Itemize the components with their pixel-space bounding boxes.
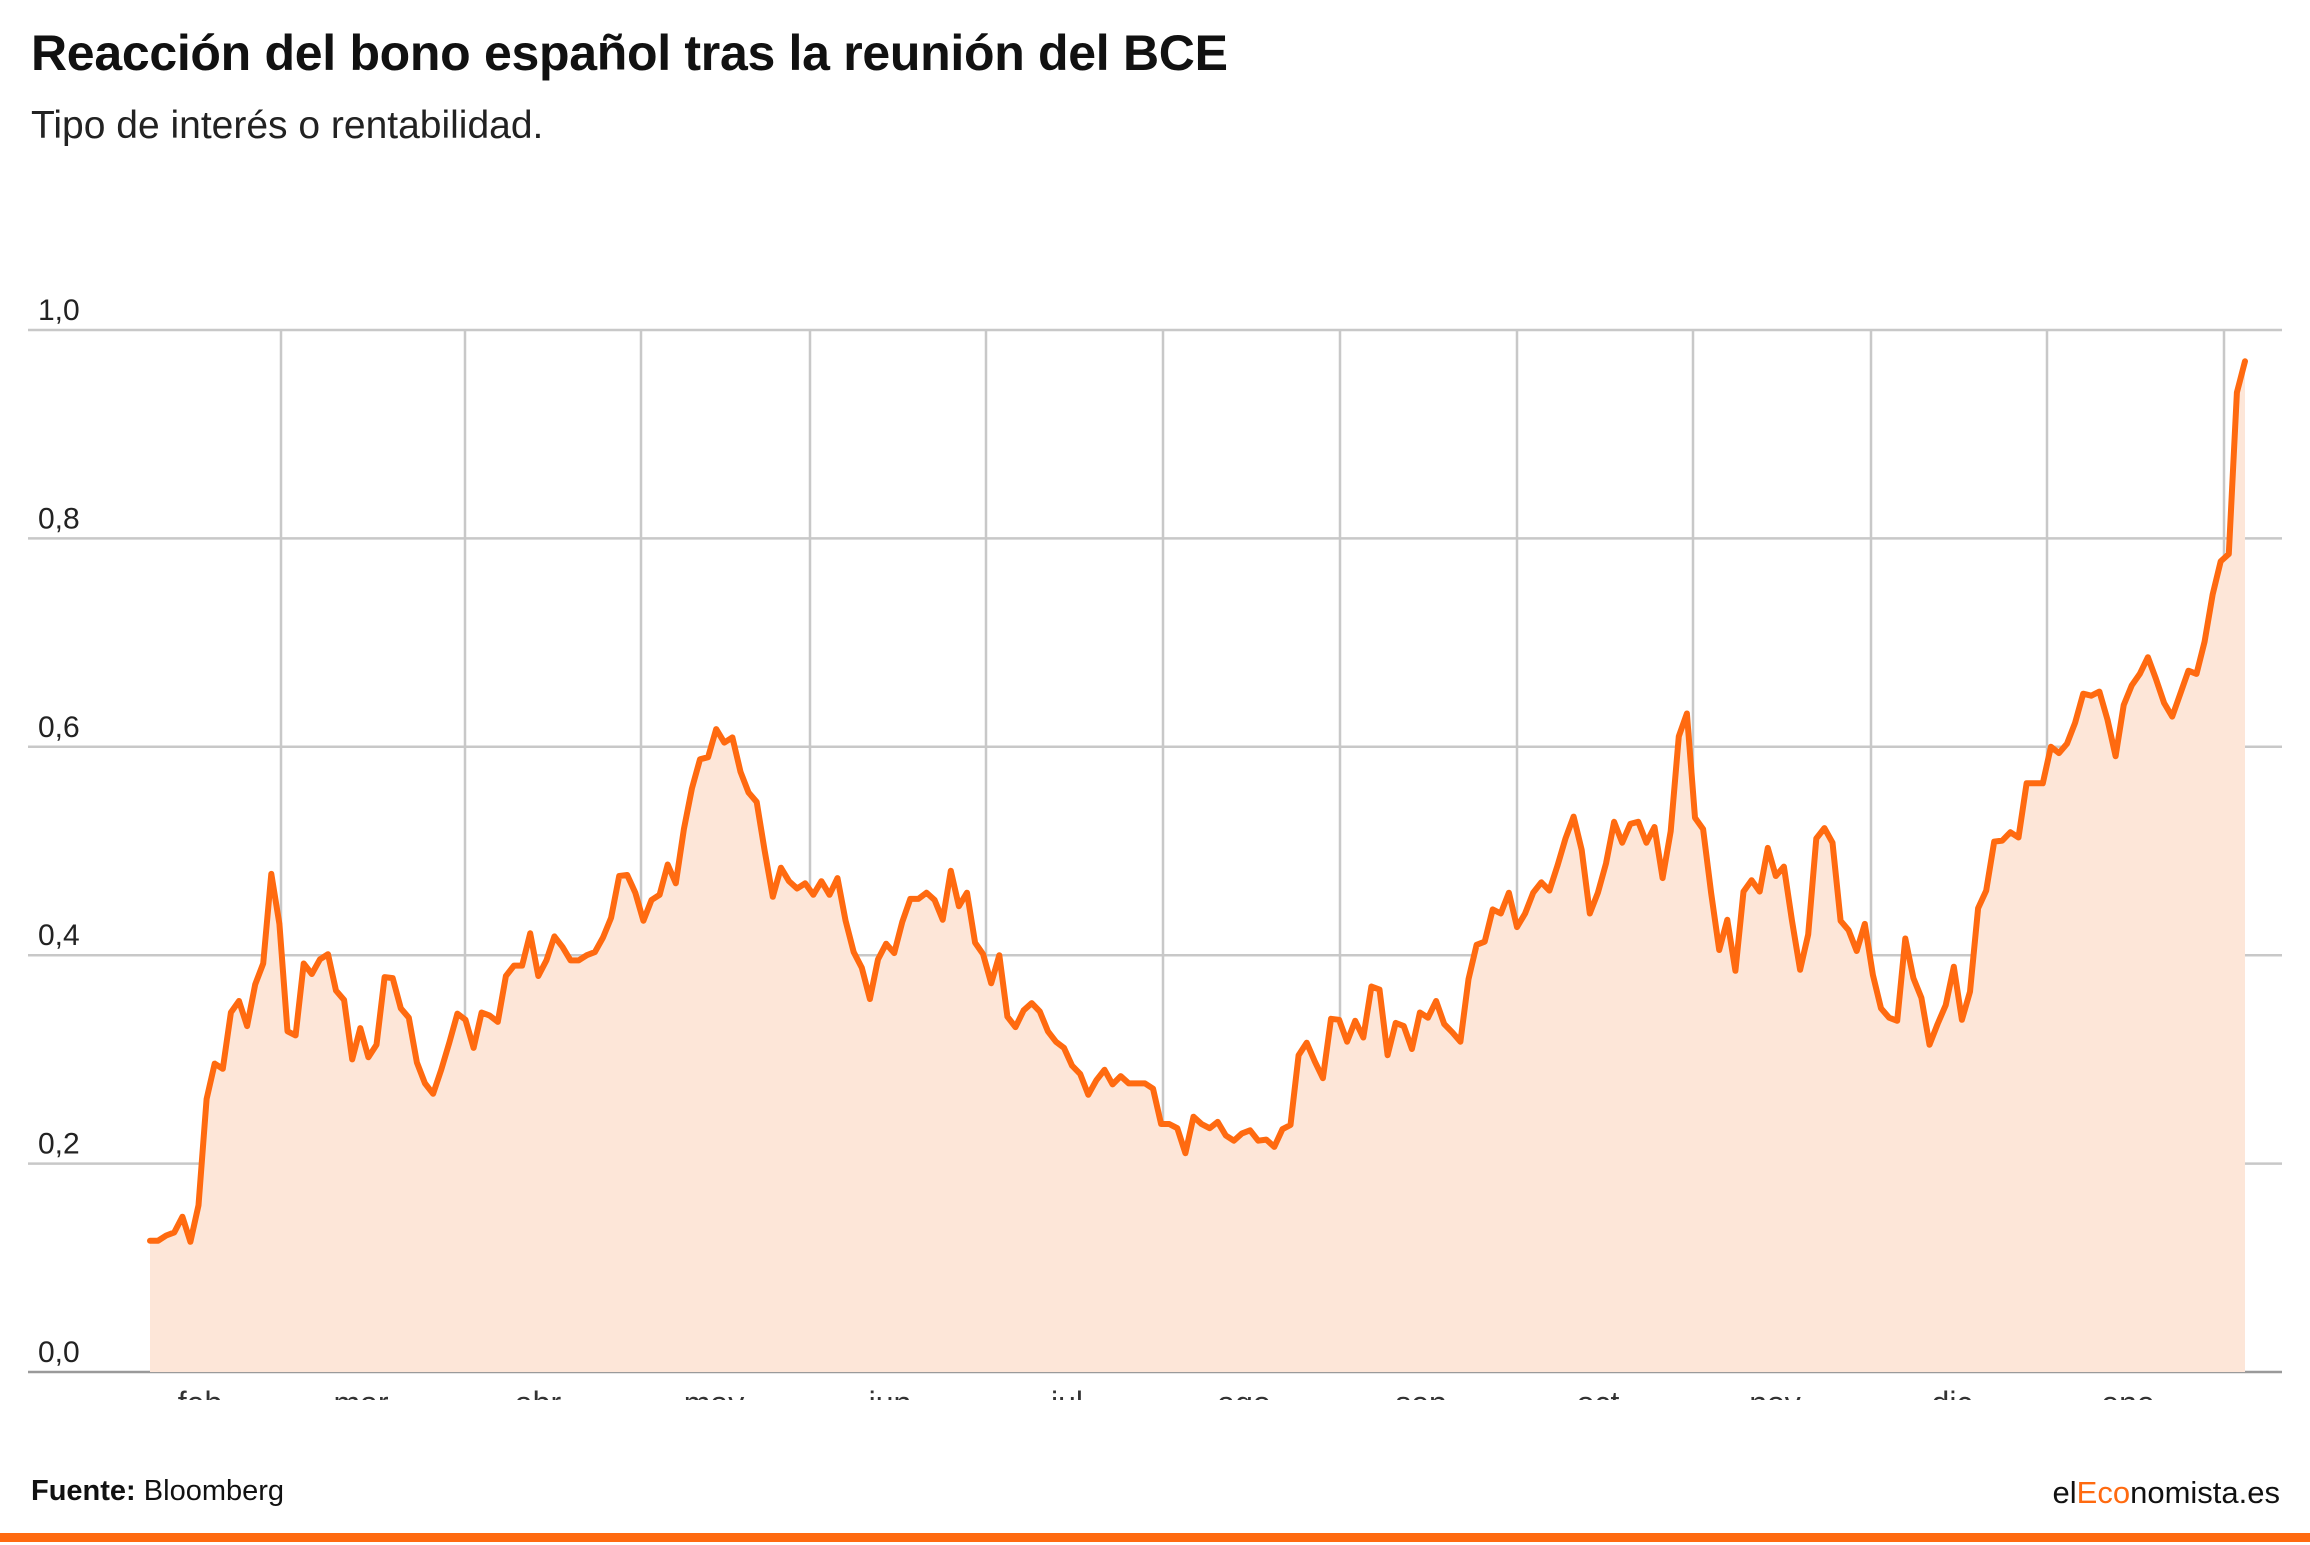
y-tick-label: 0,6 <box>38 711 80 744</box>
source-label: Fuente: <box>31 1475 136 1507</box>
x-tick-label: ago <box>1217 1385 1270 1400</box>
y-tick-label: 0,2 <box>38 1128 80 1161</box>
y-tick-label: 0,4 <box>38 919 80 952</box>
x-tick-label: dic <box>1932 1385 1973 1400</box>
bottom-accent-bar <box>0 1533 2310 1542</box>
y-tick-label: 1,0 <box>38 294 80 327</box>
y-tick-label: 0,0 <box>38 1336 80 1369</box>
x-axis-labels: feb mar abr may jun jul ago sep oct nov dic ene <box>178 1385 2155 1400</box>
brand-accent: Eco <box>2076 1475 2131 1510</box>
source-value: Bloomberg <box>143 1475 285 1507</box>
x-tick-label: abr <box>515 1385 562 1400</box>
chart-title: Reacción del bono español tras la reunió… <box>31 25 1228 81</box>
x-tick-label: mar <box>333 1385 388 1400</box>
x-tick-label: jun <box>868 1385 912 1400</box>
x-tick-label: ene <box>2101 1385 2154 1400</box>
y-axis-labels: 0,0 0,2 0,4 0,6 0,8 1,0 <box>38 294 80 1369</box>
x-tick-label: sep <box>1395 1385 1447 1400</box>
source-note: Fuente: Bloomberg <box>31 1475 284 1508</box>
line-area-chart: 0,0 0,2 0,4 0,6 0,8 1,0 feb mar abr may jun jul ago… <box>28 294 2282 1400</box>
x-tick-label: jul <box>1050 1385 1083 1400</box>
x-tick-label: nov <box>1749 1385 1801 1400</box>
brand-suffix: nomista.es <box>2130 1475 2280 1510</box>
yield-area-fill <box>150 361 2245 1372</box>
y-tick-label: 0,8 <box>38 502 80 535</box>
yield-line <box>147 358 2248 1245</box>
x-tick-label: feb <box>178 1385 222 1400</box>
x-tick-label: oct <box>1577 1385 1620 1400</box>
brand-logo: elEconomista.es <box>2053 1475 2280 1511</box>
x-tick-label: may <box>684 1385 744 1400</box>
brand-prefix: el <box>2052 1475 2077 1510</box>
chart-subtitle: Tipo de interés o rentabilidad. <box>31 104 544 147</box>
